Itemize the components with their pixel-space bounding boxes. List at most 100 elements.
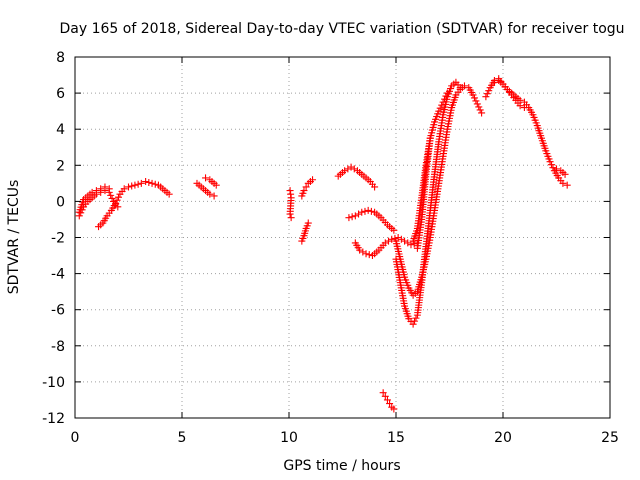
data-point bbox=[435, 107, 443, 115]
data-point bbox=[120, 185, 128, 193]
data-point-interp bbox=[108, 194, 116, 202]
x-tick-label: 10 bbox=[280, 430, 298, 446]
data-point-interp bbox=[78, 206, 86, 214]
data-point bbox=[473, 100, 481, 108]
data-point-interp bbox=[411, 317, 419, 325]
data-point bbox=[210, 192, 218, 200]
data-point bbox=[386, 400, 394, 408]
data-point-interp bbox=[438, 101, 446, 109]
data-point bbox=[469, 91, 477, 99]
data-point bbox=[202, 174, 210, 182]
data-point bbox=[546, 158, 554, 166]
data-point bbox=[516, 96, 524, 104]
data-point bbox=[286, 210, 294, 218]
data-point bbox=[407, 241, 415, 249]
data-point bbox=[206, 190, 214, 198]
data-point bbox=[426, 134, 434, 142]
data-point-interp bbox=[412, 314, 420, 322]
x-tick-label: 15 bbox=[387, 430, 405, 446]
data-point-interp bbox=[476, 106, 484, 114]
data-point bbox=[390, 405, 398, 413]
y-tick-label: 4 bbox=[56, 122, 65, 138]
data-point-interp bbox=[151, 180, 159, 188]
data-point-interp bbox=[365, 251, 373, 259]
data-point bbox=[287, 214, 295, 222]
data-point bbox=[148, 179, 156, 187]
data-point bbox=[97, 188, 105, 196]
data-point bbox=[478, 109, 486, 117]
data-point bbox=[125, 183, 132, 191]
data-point bbox=[345, 214, 353, 222]
data-point bbox=[553, 165, 560, 173]
y-axis-label: SDTVAR / TECUs bbox=[6, 180, 22, 295]
data-points bbox=[75, 75, 571, 413]
data-point-interp bbox=[442, 92, 450, 100]
data-point-interp bbox=[549, 164, 557, 172]
data-point bbox=[304, 219, 312, 227]
data-point-interp bbox=[348, 213, 356, 221]
data-point-interp bbox=[115, 193, 123, 201]
data-point bbox=[300, 187, 308, 195]
data-point bbox=[379, 389, 387, 397]
data-point bbox=[482, 93, 490, 101]
data-point-interp bbox=[475, 103, 483, 111]
data-point bbox=[381, 392, 389, 400]
data-point-interp bbox=[134, 180, 142, 188]
data-point bbox=[390, 226, 398, 234]
y-tick-label: 2 bbox=[56, 158, 65, 174]
data-point bbox=[114, 203, 122, 211]
data-point bbox=[383, 396, 391, 404]
data-point-interp bbox=[436, 104, 444, 112]
data-point bbox=[358, 208, 366, 216]
y-tick-label: -6 bbox=[51, 303, 65, 319]
data-point-interp bbox=[128, 182, 136, 190]
data-point-interp bbox=[77, 209, 85, 217]
data-point-interp bbox=[107, 191, 115, 199]
y-tick-label: -4 bbox=[51, 267, 65, 283]
data-point-interp bbox=[483, 90, 491, 98]
axis-ticks: 0 5 10 15 20 25 -12 -10 -8 -6 -4 -2 0 2 4 6 8 bbox=[42, 50, 619, 446]
data-point bbox=[388, 235, 396, 243]
data-point bbox=[559, 179, 567, 187]
y-tick-label: 0 bbox=[56, 194, 65, 210]
data-point bbox=[439, 98, 447, 106]
data-point-interp bbox=[145, 178, 153, 186]
data-point-interp bbox=[485, 87, 493, 95]
data-point bbox=[212, 181, 220, 189]
data-point bbox=[490, 78, 498, 86]
data-point-interp bbox=[470, 94, 478, 102]
data-point bbox=[302, 183, 310, 191]
x-axis-label: GPS time / hours bbox=[283, 458, 400, 474]
data-point bbox=[309, 176, 317, 184]
data-point bbox=[443, 89, 451, 97]
y-tick-label: -2 bbox=[51, 231, 65, 247]
data-point bbox=[131, 181, 139, 189]
data-point bbox=[165, 190, 173, 198]
y-tick-label: -12 bbox=[42, 411, 65, 427]
data-point-interp bbox=[472, 97, 480, 105]
data-point-interp bbox=[367, 207, 375, 215]
data-point-interp bbox=[113, 196, 121, 204]
data-point bbox=[371, 183, 379, 191]
chart-title: Day 165 of 2018, Sidereal Day-to-day VTE… bbox=[59, 21, 624, 37]
data-point bbox=[92, 190, 100, 198]
data-point-interp bbox=[548, 161, 556, 169]
y-tick-label: 6 bbox=[56, 86, 65, 102]
data-point bbox=[112, 199, 120, 207]
y-tick-label: -10 bbox=[42, 375, 65, 391]
data-point bbox=[105, 188, 113, 196]
data-point bbox=[460, 82, 468, 90]
data-point bbox=[75, 212, 83, 220]
data-point bbox=[101, 187, 109, 195]
y-tick-label: -8 bbox=[51, 339, 65, 355]
data-point-interp bbox=[441, 95, 449, 103]
y-tick-label: 8 bbox=[56, 50, 65, 66]
data-point bbox=[137, 179, 145, 187]
data-point bbox=[409, 320, 417, 328]
x-tick-label: 0 bbox=[71, 430, 80, 446]
data-point bbox=[362, 250, 370, 258]
data-point bbox=[142, 178, 150, 186]
data-point bbox=[563, 181, 571, 189]
